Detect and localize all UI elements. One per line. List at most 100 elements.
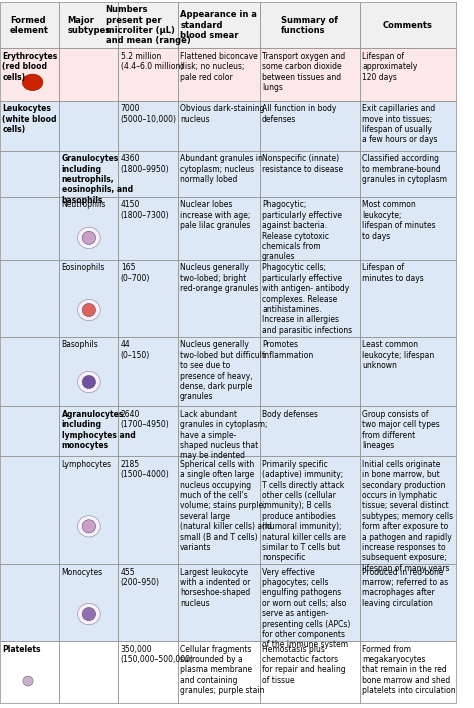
Ellipse shape <box>22 74 43 91</box>
Bar <box>360 151 456 197</box>
Bar <box>260 641 360 702</box>
Text: Most common
leukocyte;
lifespan of minutes
to days: Most common leukocyte; lifespan of minut… <box>362 200 436 241</box>
Bar <box>260 260 360 337</box>
Text: Lifespan of
minutes to days: Lifespan of minutes to days <box>362 263 424 283</box>
Bar <box>0 2 59 48</box>
Bar <box>118 151 178 197</box>
Bar <box>260 151 360 197</box>
Bar <box>178 197 260 260</box>
Bar <box>118 406 178 456</box>
Bar <box>118 48 178 101</box>
Bar <box>0 641 59 702</box>
Text: Initial cells originate
in bone marrow, but
secondary production
occurs in lymph: Initial cells originate in bone marrow, … <box>362 459 454 573</box>
Bar <box>0 406 59 456</box>
Bar <box>360 260 456 337</box>
Text: 2185
(1500–4000): 2185 (1500–4000) <box>121 459 170 479</box>
Text: Least common
leukocyte; lifespan
unknown: Least common leukocyte; lifespan unknown <box>362 341 435 370</box>
Text: Basophils: Basophils <box>62 341 98 350</box>
Text: Lack abundant
granules in cytoplasm;
have a simple-
shaped nucleus that
may be i: Lack abundant granules in cytoplasm; hav… <box>180 410 267 460</box>
Bar <box>0 260 59 337</box>
Bar <box>360 406 456 456</box>
Bar <box>260 101 360 151</box>
Bar <box>59 406 118 456</box>
Text: Granulocytes
including
neutrophils,
eosinophils, and
basophils: Granulocytes including neutrophils, eosi… <box>62 154 133 205</box>
Text: Cellular fragments
surrounded by a
plasma membrane
and containing
granules; purp: Cellular fragments surrounded by a plasm… <box>180 644 264 695</box>
Bar <box>118 641 178 702</box>
Text: Obvious dark-staining
nucleus: Obvious dark-staining nucleus <box>180 104 264 124</box>
Bar <box>178 406 260 456</box>
Bar <box>360 101 456 151</box>
Bar <box>59 48 118 101</box>
Ellipse shape <box>82 232 96 244</box>
Bar <box>59 641 118 702</box>
Text: Phagocytic cells;
particularly effective
with antigen- antibody
complexes. Relea: Phagocytic cells; particularly effective… <box>262 263 352 335</box>
Text: 2640
(1700–4950): 2640 (1700–4950) <box>121 410 170 429</box>
Bar <box>59 151 118 197</box>
Bar <box>178 564 260 641</box>
Text: Hemostasis plus
chemotactic factors
for repair and healing
of tissue: Hemostasis plus chemotactic factors for … <box>262 644 346 685</box>
Text: Phagocytic;
particularly effective
against bacteria.
Release cytotoxic
chemicals: Phagocytic; particularly effective again… <box>262 200 342 261</box>
Bar <box>0 151 59 197</box>
Bar <box>0 48 59 101</box>
Bar <box>118 337 178 406</box>
Bar <box>59 564 118 641</box>
Ellipse shape <box>78 227 100 249</box>
Text: Formed
element: Formed element <box>10 16 49 35</box>
Text: Major
subtypes: Major subtypes <box>67 16 110 35</box>
Bar <box>118 2 178 48</box>
Bar <box>59 197 118 260</box>
Bar <box>178 260 260 337</box>
Text: Nuclear lobes
increase with age;
pale lilac granules: Nuclear lobes increase with age; pale li… <box>180 200 250 230</box>
Bar <box>0 101 59 151</box>
Text: Exit capillaries and
move into tissues;
lifespan of usually
a few hours or days: Exit capillaries and move into tissues; … <box>362 104 438 144</box>
Text: Lifespan of
approximately
120 days: Lifespan of approximately 120 days <box>362 52 418 81</box>
Text: Promotes
inflammation: Promotes inflammation <box>262 341 313 360</box>
Ellipse shape <box>82 304 96 316</box>
Bar <box>118 564 178 641</box>
Bar <box>178 337 260 406</box>
Bar <box>178 2 260 48</box>
Text: Monocytes: Monocytes <box>62 568 103 576</box>
Text: Produced in red bone
marrow; referred to as
macrophages after
leaving circulatio: Produced in red bone marrow; referred to… <box>362 568 448 607</box>
Ellipse shape <box>78 603 100 624</box>
Bar <box>260 406 360 456</box>
Text: Summary of
functions: Summary of functions <box>282 16 338 35</box>
Text: Nucleus generally
two-lobed but difficult
to see due to
presence of heavy,
dense: Nucleus generally two-lobed but difficul… <box>180 341 265 401</box>
Bar <box>178 101 260 151</box>
Text: 5.2 million
(4.4–6.0 million): 5.2 million (4.4–6.0 million) <box>121 52 183 72</box>
Text: Leukocytes
(white blood
cells): Leukocytes (white blood cells) <box>2 104 57 134</box>
Text: 165
(0–700): 165 (0–700) <box>121 263 150 283</box>
Bar <box>0 564 59 641</box>
Bar <box>59 101 118 151</box>
Text: Nonspecific (innate)
resistance to disease: Nonspecific (innate) resistance to disea… <box>262 154 343 173</box>
Text: Eosinophils: Eosinophils <box>62 263 105 273</box>
Bar <box>59 337 118 406</box>
Text: Primarily specific
(adaptive) immunity;
T cells directly attack
other cells (cel: Primarily specific (adaptive) immunity; … <box>262 459 346 562</box>
Bar <box>360 2 456 48</box>
Bar <box>178 456 260 564</box>
Bar <box>178 641 260 702</box>
Bar <box>59 260 118 337</box>
Ellipse shape <box>82 520 96 533</box>
Bar <box>118 101 178 151</box>
Ellipse shape <box>78 299 100 321</box>
Text: Transport oxygen and
some carbon dioxide
between tissues and
lungs: Transport oxygen and some carbon dioxide… <box>262 52 345 92</box>
Bar <box>118 197 178 260</box>
Bar <box>260 564 360 641</box>
Text: Appearance in a
standard
blood smear: Appearance in a standard blood smear <box>180 11 257 40</box>
Bar <box>260 337 360 406</box>
Text: Lymphocytes: Lymphocytes <box>62 459 112 469</box>
Text: Flattened biconcave
disk; no nucleus;
pale red color: Flattened biconcave disk; no nucleus; pa… <box>180 52 258 81</box>
Bar <box>0 337 59 406</box>
Text: Spherical cells with
a single often large
nucleus occupying
much of the cell's
v: Spherical cells with a single often larg… <box>180 459 272 552</box>
Bar <box>360 337 456 406</box>
Bar <box>0 456 59 564</box>
Text: 7000
(5000–10,000): 7000 (5000–10,000) <box>121 104 177 124</box>
Text: Comments: Comments <box>383 21 433 30</box>
Text: Neutrophils: Neutrophils <box>62 200 106 210</box>
Text: Body defenses: Body defenses <box>262 410 318 418</box>
Ellipse shape <box>23 676 33 686</box>
Bar <box>0 197 59 260</box>
Bar <box>178 151 260 197</box>
Ellipse shape <box>78 515 100 537</box>
